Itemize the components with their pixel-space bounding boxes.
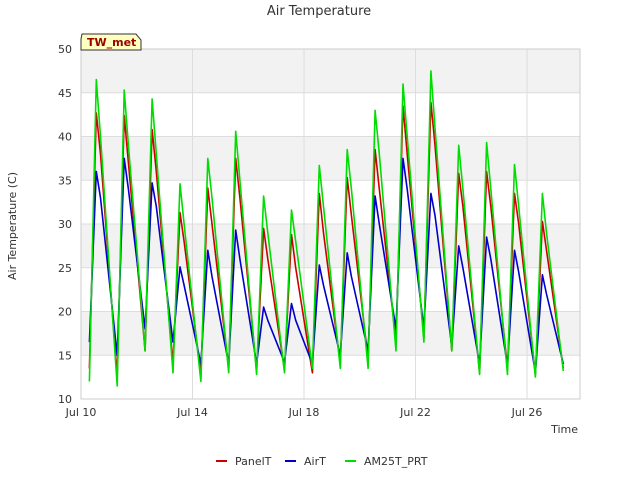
background-band <box>81 224 580 268</box>
background-band <box>81 180 580 224</box>
y-tick-label: 30 <box>58 218 72 231</box>
x-axis-label: Time <box>550 423 578 436</box>
series-line-am25t-prt <box>88 70 565 387</box>
y-axis-label: Air Temperature (C) <box>6 172 19 280</box>
x-tick-label: Jul 10 <box>65 406 97 419</box>
x-axis: Jul 10 Jul 14 Jul 18 Jul 22 Jul 26 <box>65 406 543 419</box>
legend-label: AirT <box>304 455 326 468</box>
y-tick-label: 35 <box>58 174 72 187</box>
background-band <box>81 136 580 181</box>
background-band <box>81 92 580 137</box>
series-lines <box>88 70 565 387</box>
legend: PanelT AirT AM25T_PRT <box>216 455 428 468</box>
background-band <box>81 311 580 356</box>
y-axis: 10 15 20 25 30 35 40 45 50 <box>58 43 72 406</box>
y-tick-label: 20 <box>58 306 72 319</box>
background-bands <box>81 49 580 399</box>
y-tick-label: 40 <box>58 131 72 144</box>
x-tick-label: Jul 18 <box>288 406 320 419</box>
y-tick-label: 25 <box>58 262 72 275</box>
legend-label: PanelT <box>235 455 272 468</box>
background-band <box>81 49 580 93</box>
legend-label: AM25T_PRT <box>364 455 428 468</box>
plot-frame <box>80 48 581 400</box>
series-line-airt <box>88 157 565 374</box>
y-tick-label: 50 <box>58 43 72 56</box>
y-tick-label: 15 <box>58 349 72 362</box>
x-tick-label: Jul 22 <box>399 406 431 419</box>
y-tick-label: 10 <box>58 393 72 406</box>
y-tick-label: 45 <box>58 87 72 100</box>
site-tag: TW_met <box>80 33 142 51</box>
background-band <box>81 355 580 399</box>
chart-title: Air Temperature <box>267 4 371 19</box>
site-tag-box <box>80 33 142 51</box>
x-tick-label: Jul 26 <box>511 406 543 419</box>
x-tick-label: Jul 14 <box>176 406 208 419</box>
site-tag-label: TW_met <box>87 36 136 49</box>
